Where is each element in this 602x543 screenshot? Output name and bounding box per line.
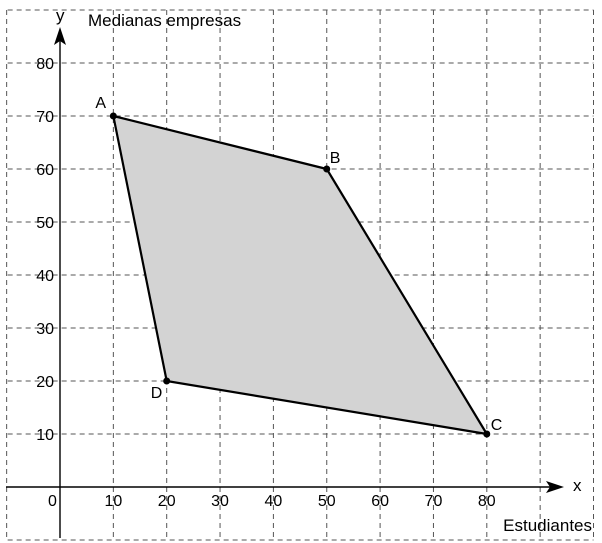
y-tick-label: 60 — [36, 162, 54, 179]
y-tick-label: 30 — [36, 321, 54, 338]
x-tick-label: 60 — [371, 493, 389, 510]
tick-labels: 10 20 30 40 50 60 70 80 10 20 30 40 50 60 70 80 — [36, 56, 496, 510]
y-tick-label: 20 — [36, 374, 54, 391]
vertex-point-a — [109, 112, 117, 120]
vertices: A B C D — [95, 95, 502, 438]
vertex-label-d: D — [151, 385, 163, 402]
x-tick-label: 50 — [318, 493, 336, 510]
vertex-label-a: A — [95, 95, 106, 112]
y-tick-label: 10 — [36, 427, 54, 444]
x-tick-label: 40 — [265, 493, 283, 510]
origin-label: 0 — [48, 493, 57, 510]
y-tick-label: 40 — [36, 268, 54, 285]
y-tick-label: 50 — [36, 215, 54, 232]
x-tick-label: 10 — [104, 493, 122, 510]
x-tick-label: 20 — [158, 493, 176, 510]
x-axis-title: Estudiantes — [503, 516, 592, 535]
vertex-label-b: B — [330, 150, 341, 167]
axes — [6, 27, 564, 538]
vertex-point-c — [483, 430, 491, 438]
x-axis-arrowhead — [546, 481, 564, 493]
y-tick-label: 80 — [36, 56, 54, 73]
y-tick-label: 70 — [36, 109, 54, 126]
vertex-point-b — [323, 165, 331, 173]
x-tick-label: 70 — [425, 493, 443, 510]
x-axis-name: x — [573, 476, 582, 495]
y-axis-name: y — [56, 6, 65, 25]
x-tick-label: 80 — [478, 493, 496, 510]
x-tick-label: 30 — [211, 493, 229, 510]
y-axis-title: Medianas empresas — [88, 11, 241, 30]
y-axis-arrowhead — [54, 27, 66, 45]
vertex-label-c: C — [491, 417, 503, 434]
vertex-point-d — [163, 377, 171, 385]
